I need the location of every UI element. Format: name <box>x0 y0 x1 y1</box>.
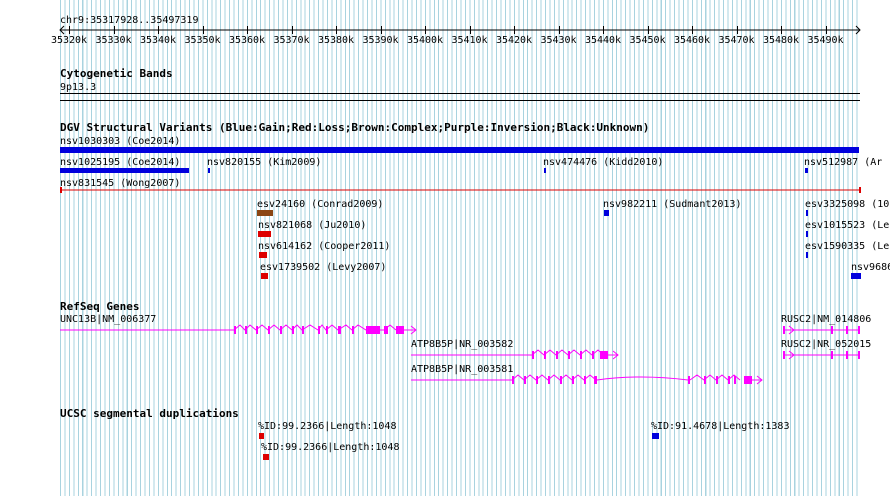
dgv-label: esv1590335 (Le <box>805 241 890 252</box>
dgv-label: esv1015523 (Le <box>805 220 890 231</box>
ruler-tick <box>113 26 115 34</box>
dgv-label: nsv821068 (Ju2010) <box>258 220 367 231</box>
dgv-feature-bar[interactable] <box>806 252 808 258</box>
ruler-tick-label: 35370k <box>273 35 310 46</box>
dgv-label: nsv9686 <box>851 262 890 273</box>
dgv-label: esv1739502 (Levy2007) <box>260 262 387 273</box>
segdup-feature-bar[interactable] <box>652 433 659 439</box>
dgv-label: nsv982211 (Sudmant2013) <box>603 199 742 210</box>
ruler-tick <box>291 26 293 34</box>
dgv-label: nsv1025195 (Coe2014) <box>60 157 181 168</box>
gene-model[interactable] <box>0 322 890 338</box>
gene-label: ATP8B5P|NR_003581 <box>411 364 514 375</box>
dgv-feature-bar[interactable] <box>806 231 808 237</box>
track-title-segdup: UCSC segmental duplications <box>60 407 239 420</box>
segdup-label: %ID:91.4678|Length:1383 <box>651 421 790 432</box>
dgv-feature-bar[interactable] <box>805 168 808 173</box>
ruler-tick-label: 35420k <box>495 35 533 46</box>
ruler-tick-label: 35460k <box>673 35 711 46</box>
ruler-tick <box>514 26 515 34</box>
dgv-label: nsv820155 (Kim2009) <box>207 157 322 168</box>
dgv-feature-bar[interactable] <box>259 252 267 258</box>
ruler-tick-label: 35430k <box>540 35 577 46</box>
ruler-tick-label: 35340k <box>139 35 177 46</box>
gene-model[interactable] <box>0 322 890 338</box>
ruler-tick <box>247 26 248 34</box>
ruler-tick-label: 35440k <box>584 35 622 46</box>
dgv-label: esv3325098 (10 <box>805 199 890 210</box>
dgv-label: nsv474476 (Kidd2010) <box>543 157 664 168</box>
dgv-feature-bar[interactable] <box>544 168 546 173</box>
ruler-tick <box>825 26 827 34</box>
dgv-feature-bar[interactable] <box>60 147 859 153</box>
dgv-feature-bar[interactable] <box>208 168 210 173</box>
segdup-feature-bar[interactable] <box>263 454 269 460</box>
ruler-tick-label: 35390k <box>362 35 399 46</box>
dgv-label: nsv1030303 (Coe2014) <box>60 136 181 147</box>
ruler-tick <box>69 26 70 34</box>
ruler-location: chr9:35317928..35497319 <box>60 15 199 26</box>
ruler-tick-label: 35380k <box>317 35 355 46</box>
gene-label: UNC13B|NM_006377 <box>60 314 157 325</box>
dgv-feature-bar[interactable] <box>604 210 609 216</box>
ruler-tick <box>425 26 426 34</box>
ruler-tick <box>202 26 204 34</box>
ruler-tick-label: 35330k <box>95 35 132 46</box>
ruler-tick-label: 35450k <box>629 35 666 46</box>
ruler-tick-label: 35350k <box>184 35 221 46</box>
gene-label: RUSC2|NM_014806 <box>781 314 872 325</box>
cytoband-label[interactable]: 9p13.3 <box>60 82 97 93</box>
dgv-label: esv24160 (Conrad2009) <box>257 199 384 210</box>
ruler-tick <box>692 26 693 34</box>
track-title-refseq: RefSeq Genes <box>60 300 140 313</box>
ruler-tick-label: 35410k <box>451 35 488 46</box>
dgv-feature-bar[interactable] <box>60 168 189 173</box>
ruler-tick <box>558 26 560 34</box>
ruler-tick <box>158 26 159 34</box>
ruler-tick <box>336 26 337 34</box>
ruler-axis[interactable] <box>0 25 890 35</box>
segdup-label: %ID:99.2366|Length:1048 <box>261 442 400 453</box>
track-title-cytoband: Cytogenetic Bands <box>60 67 173 80</box>
ruler-tick-label: 35470k <box>718 35 755 46</box>
gene-label: ATP8B5P|NR_003582 <box>411 339 514 350</box>
cytoband-border-bottom <box>60 100 860 101</box>
ruler-tick <box>469 26 471 34</box>
dgv-feature-bar[interactable] <box>261 273 268 279</box>
gene-model[interactable] <box>0 347 890 363</box>
ruler-tick-label: 35490k <box>807 35 844 46</box>
cytoband-border-top <box>60 93 860 94</box>
dgv-label: nsv831545 (Wong2007) <box>60 178 181 189</box>
ruler-tick <box>781 26 782 34</box>
ruler-tick-label: 35480k <box>762 35 800 46</box>
dgv-feature-bar[interactable] <box>257 210 273 216</box>
ruler-tick-label: 35400k <box>406 35 444 46</box>
segdup-label: %ID:99.2366|Length:1048 <box>258 421 397 432</box>
ruler-tick <box>736 26 738 34</box>
dgv-feature-bar[interactable] <box>806 210 808 216</box>
dgv-feature-bar[interactable] <box>851 273 861 279</box>
dgv-feature-line[interactable] <box>0 186 890 194</box>
ruler-tick-label: 35360k <box>228 35 266 46</box>
gene-model[interactable] <box>0 347 890 363</box>
gene-label: RUSC2|NR_052015 <box>781 339 872 350</box>
ruler-tick <box>603 26 604 34</box>
segdup-feature-bar[interactable] <box>259 433 264 439</box>
dgv-label: nsv512987 (Ar <box>804 157 883 168</box>
dgv-label: nsv614162 (Cooper2011) <box>258 241 391 252</box>
ruler-tick-label: 35320k <box>50 35 88 46</box>
dgv-feature-bar[interactable] <box>258 231 271 237</box>
track-title-dgv: DGV Structural Variants (Blue:Gain;Red:L… <box>60 121 650 134</box>
ruler-tick <box>380 26 382 34</box>
ruler-tick <box>647 26 649 34</box>
gene-model[interactable] <box>0 372 890 388</box>
